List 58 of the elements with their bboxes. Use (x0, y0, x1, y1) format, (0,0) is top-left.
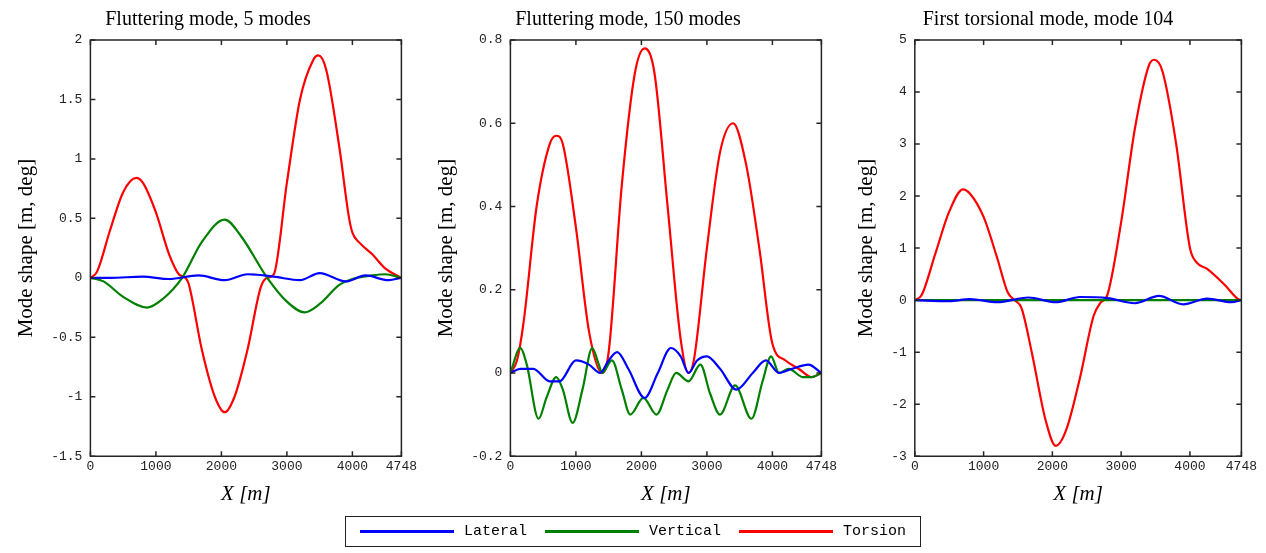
y-tick-label: 0 (74, 270, 83, 286)
y-tick-label: 1 (74, 151, 83, 167)
y-tick-label: -3 (891, 448, 907, 464)
y-tick-label: 0.4 (479, 198, 503, 214)
y-tick-label: 1 (898, 240, 907, 256)
line-series (914, 58, 1242, 447)
y-tick-label: -2 (891, 396, 907, 412)
y-tick-label: 2 (898, 188, 907, 204)
x-tick-label: 0 (86, 459, 95, 475)
y-tick-label: 0.2 (479, 282, 503, 298)
x-tick-label: 2000 (205, 459, 238, 475)
y-tick-label: 0.8 (479, 32, 503, 48)
line-series (510, 346, 822, 424)
x-tick-label: 4000 (756, 459, 789, 475)
text: Lateral (464, 523, 528, 540)
x-tick-label: 4000 (336, 459, 369, 475)
y-tick-label: -1 (891, 344, 907, 360)
y-tick-label: 0.5 (59, 210, 83, 226)
y-tick-label: -1.5 (51, 448, 83, 464)
x-tick-label: 1000 (967, 459, 1000, 475)
x-tick-label: 2000 (1036, 459, 1068, 475)
text: Torsion (843, 523, 907, 540)
x-tick-label: 4748 (1225, 459, 1258, 475)
chart-title: Fluttering mode, 150 modes (515, 7, 741, 31)
x-tick-label: 3000 (691, 459, 723, 475)
x-tick-label: 1000 (140, 459, 172, 475)
text: Vertical (649, 523, 722, 540)
y-tick-label: 0 (898, 292, 907, 308)
x-axis-title: X [m] (220, 480, 271, 505)
y-tick-label: 4 (898, 84, 907, 100)
y-tick-label: -1 (66, 389, 83, 405)
chart-title: Fluttering mode, 5 modes (105, 7, 311, 31)
x-tick-label: 0 (506, 459, 515, 475)
line-series (510, 346, 822, 400)
y-tick-label: 5 (898, 32, 907, 48)
y-axis-title: Mode shape [m, deg] (433, 158, 458, 338)
y-tick-label: -0.5 (51, 329, 83, 345)
chart-title: First torsional mode, mode 104 (922, 7, 1174, 30)
y-tick-label: 3 (898, 136, 907, 152)
x-tick-label: 3000 (1105, 459, 1137, 475)
x-axis-title: X [m] (1052, 480, 1103, 505)
y-tick-label: -0.2 (471, 448, 503, 464)
y-axis-title: Mode shape [m, deg] (13, 158, 38, 338)
line-series (90, 218, 402, 314)
x-tick-label: 4000 (1174, 459, 1206, 475)
x-tick-label: 3000 (271, 459, 303, 475)
x-tick-label: 1000 (560, 459, 592, 475)
x-axis-title: X [m] (640, 480, 691, 505)
y-tick-label: 0.6 (479, 115, 503, 131)
y-tick-label: 0 (494, 365, 503, 381)
y-tick-label: 2 (74, 32, 83, 48)
x-tick-label: 0 (910, 459, 919, 475)
line-series (90, 54, 402, 414)
y-tick-label: 1.5 (59, 91, 83, 107)
x-tick-label: 4748 (385, 459, 418, 475)
x-tick-label: 4748 (805, 459, 838, 475)
y-axis-title: Mode shape [m, deg] (853, 158, 878, 338)
x-tick-label: 2000 (625, 459, 658, 475)
